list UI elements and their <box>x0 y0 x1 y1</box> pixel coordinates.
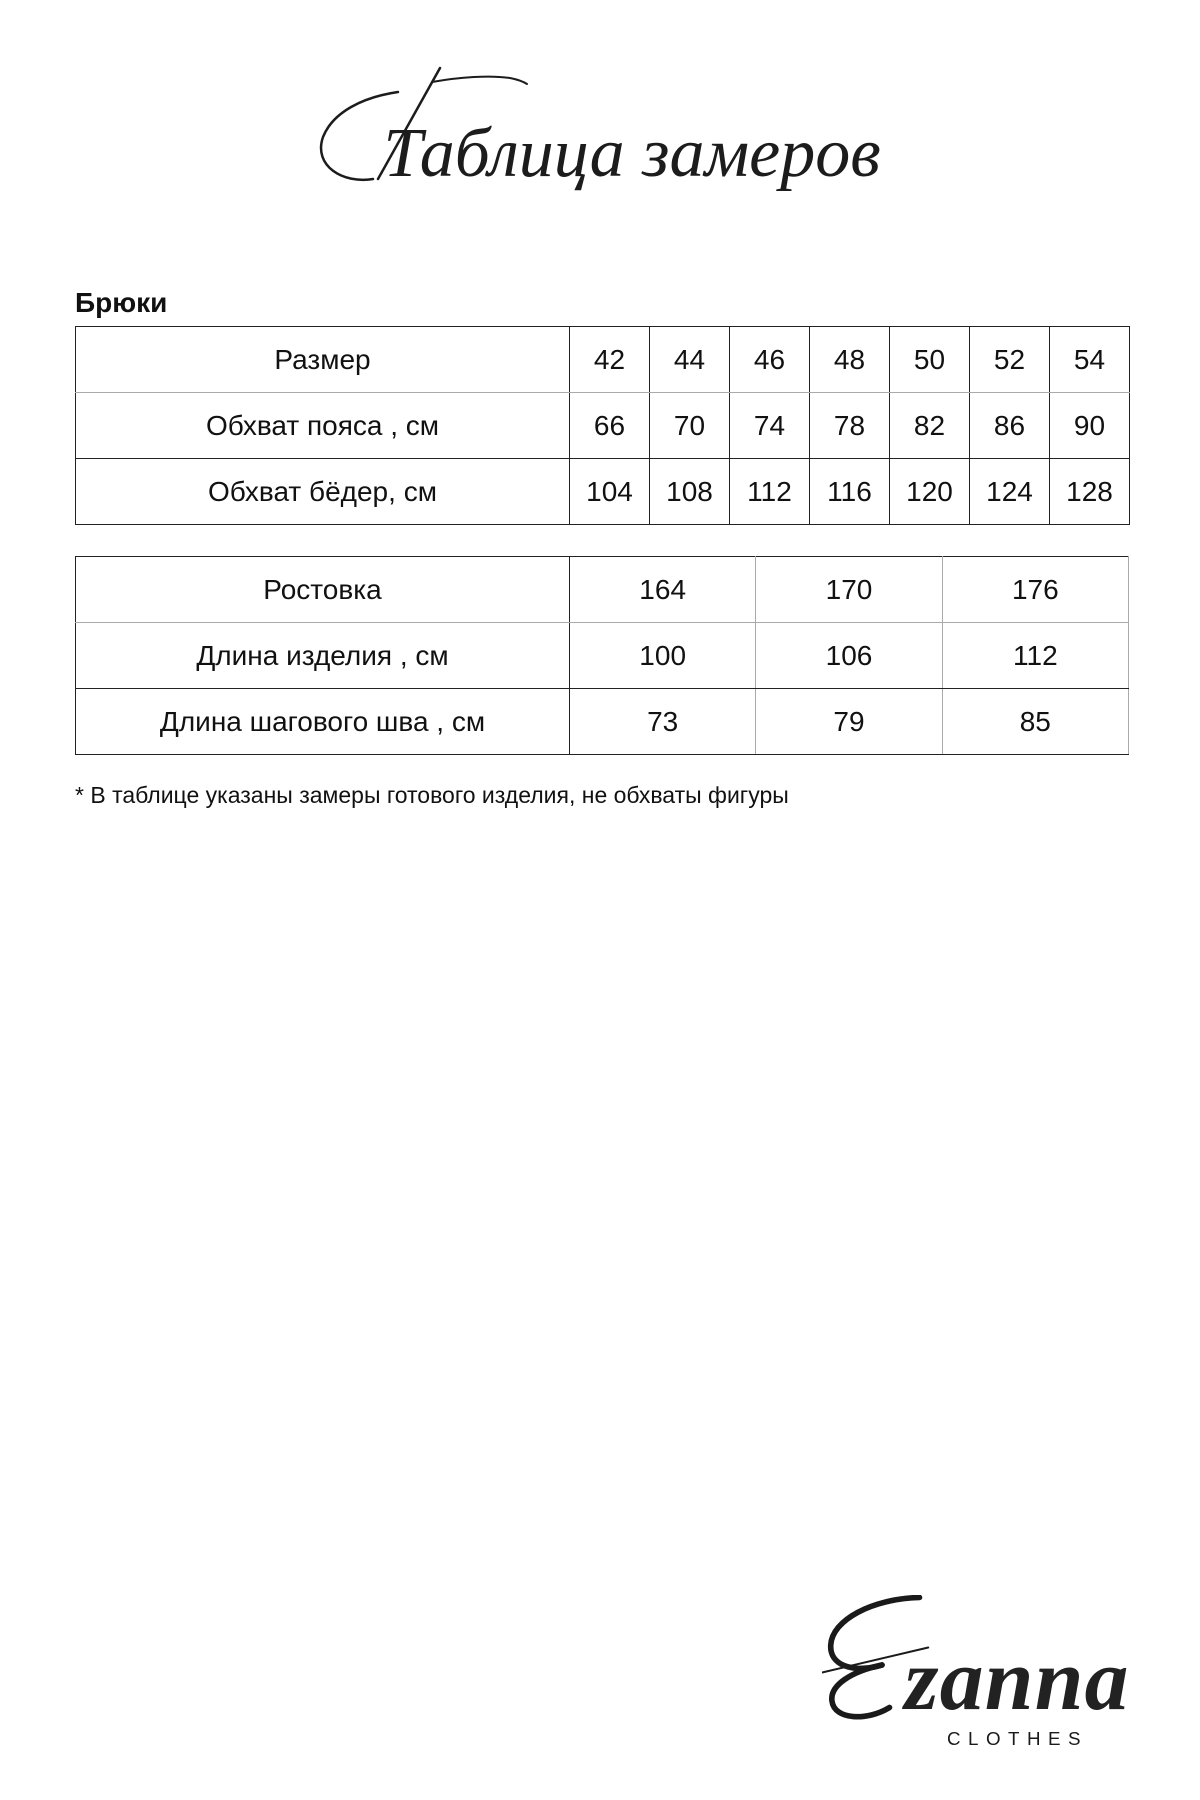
svg-text:CLOTHES: CLOTHES <box>947 1728 1088 1749</box>
svg-text:zanna: zanna <box>902 1631 1130 1728</box>
svg-text:Таблица замеров: Таблица замеров <box>383 115 880 192</box>
